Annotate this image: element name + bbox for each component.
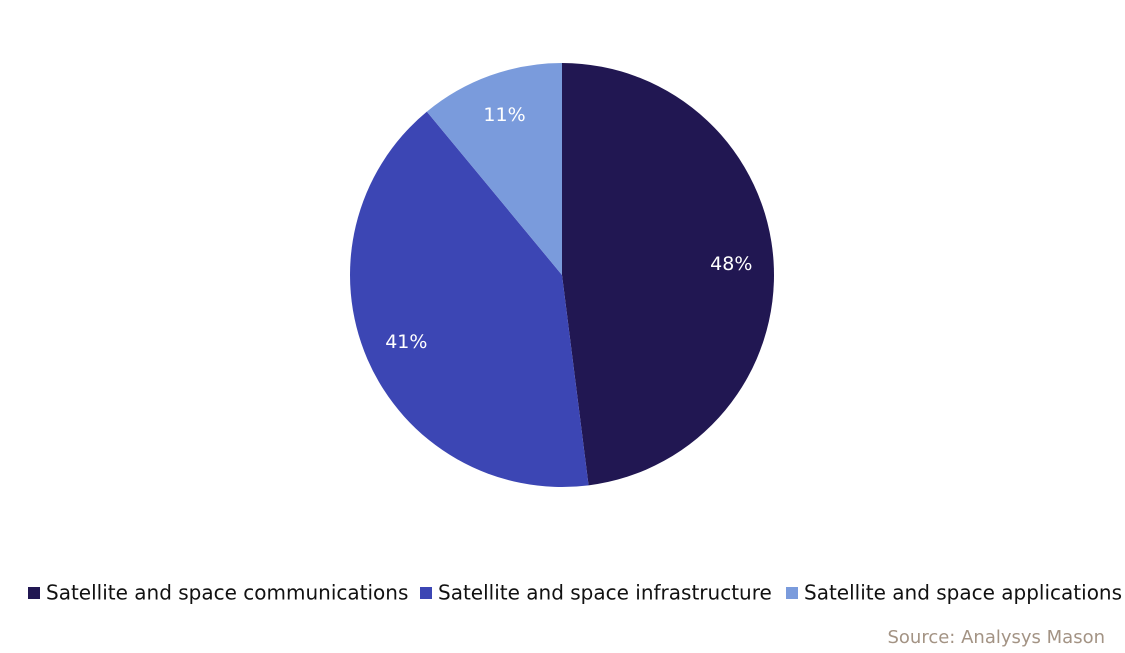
source-note: Source: Analysys Mason <box>887 627 1105 648</box>
data-label: 11% <box>483 104 525 126</box>
legend-label: Satellite and space applications <box>804 581 1122 605</box>
pie-slice <box>350 111 589 488</box>
data-label: 41% <box>385 331 427 353</box>
pie-slice <box>562 63 775 486</box>
legend-label: Satellite and space communications <box>46 581 408 605</box>
legend-swatch <box>28 587 40 599</box>
pie-slice <box>426 63 562 275</box>
data-label: 48% <box>710 253 752 275</box>
legend-swatch <box>786 587 798 599</box>
legend-label: Satellite and space infrastructure <box>438 581 772 605</box>
legend-swatch <box>420 587 432 599</box>
